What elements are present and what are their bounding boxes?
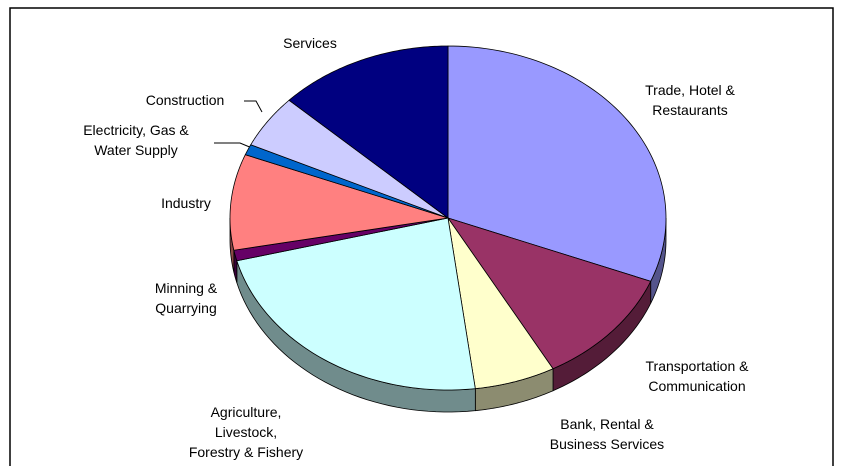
slice-label: Minning & Quarrying — [155, 280, 218, 316]
slice-label: Industry — [161, 195, 211, 211]
slice — [250, 99, 449, 219]
slice — [244, 144, 449, 219]
slice-label: Services — [283, 35, 337, 51]
slice-label: Bank, Rental & Business Services — [550, 416, 664, 452]
slice-label: Electricity, Gas & Water Supply — [83, 122, 189, 158]
leader-line — [214, 142, 253, 149]
slice-label: Trade, Hotel & Restaurants — [645, 82, 735, 118]
slice — [447, 217, 652, 370]
slice — [229, 154, 449, 251]
slice — [233, 217, 449, 262]
slice-label: Transportation & Communication — [646, 358, 750, 394]
slice — [447, 217, 554, 390]
slice — [288, 45, 449, 219]
chart-border — [9, 7, 834, 466]
leader-line — [244, 100, 263, 113]
slice-label: Construction — [146, 92, 225, 108]
slice — [447, 45, 667, 282]
slice — [236, 217, 476, 391]
slice-label: Agriculture, Livestock, Forestry & Fishery — [189, 404, 303, 460]
